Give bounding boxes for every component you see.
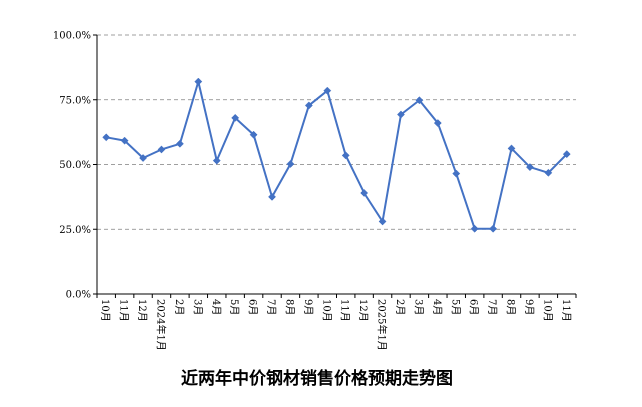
x-tick-label: 6月: [468, 299, 480, 315]
data-point: [415, 96, 424, 105]
x-tick-label: 10月: [541, 299, 553, 322]
x-tick-label: 7月: [486, 299, 498, 315]
data-point: [249, 130, 258, 139]
y-tick-label: 100.0%: [53, 31, 91, 42]
data-point: [378, 217, 387, 226]
data-point: [360, 189, 369, 197]
x-tick-label: 6月: [247, 299, 259, 315]
x-tick-label: 7月: [265, 299, 277, 315]
data-point: [470, 224, 479, 233]
data-point: [341, 151, 350, 160]
data-point: [562, 150, 571, 159]
data-point: [286, 160, 295, 168]
y-tick-label: 50.0%: [59, 160, 91, 171]
data-point: [304, 101, 313, 110]
y-tick-label: 75.0%: [59, 95, 91, 106]
x-tick-label: 11月: [560, 299, 572, 322]
y-tick-labels: 0.0% 25.0% 50.0% 75.0% 100.0%: [53, 31, 91, 301]
data-point: [139, 154, 148, 162]
data-point: [544, 168, 553, 177]
x-tick-label: 8月: [505, 299, 517, 315]
x-tick-label: 4月: [210, 299, 222, 315]
data-point: [102, 133, 111, 142]
series-line: [106, 80, 568, 230]
axis-layer: [93, 34, 577, 298]
data-point: [452, 169, 461, 178]
data-point: [120, 136, 129, 145]
chart-title: 近两年中价钢材销售价格预期走势图: [181, 368, 453, 389]
x-tick-label: 2月: [394, 299, 406, 315]
data-point: [194, 77, 203, 86]
x-tick-label: 12月: [136, 299, 148, 322]
data-point: [231, 113, 240, 122]
data-point: [175, 139, 184, 148]
x-tick-label: 3月: [191, 299, 203, 315]
x-tick-label: 5月: [449, 299, 461, 315]
data-point: [268, 192, 276, 201]
x-tick-label: 2月: [173, 299, 185, 315]
x-tick-label: 8月: [283, 299, 295, 315]
x-tick-label: 5月: [228, 299, 240, 315]
series-layer: [102, 77, 571, 233]
y-tick-label: 25.0%: [59, 225, 91, 236]
data-point: [397, 110, 405, 119]
data-point: [489, 224, 498, 233]
grid-layer: [97, 34, 576, 230]
x-tick-label: 12月: [357, 299, 369, 322]
x-tick-label: 4月: [431, 299, 443, 315]
x-tick-label: 9月: [302, 299, 314, 315]
data-point: [507, 144, 516, 153]
x-tick-label: 2025年1月: [376, 299, 389, 351]
data-point: [323, 86, 332, 95]
x-tick-label: 11月: [118, 299, 130, 322]
x-tick-label: 3月: [412, 299, 424, 315]
y-tick-label: 0.0%: [66, 290, 91, 301]
data-point: [157, 145, 166, 154]
x-tick-label: 10月: [99, 299, 111, 322]
x-tick-label: 10月: [320, 299, 332, 322]
x-tick-labels: 10月 11月 12月 2024年1月 2月 3月 4月 5月 6月 7月 8月 9月 10月 11月 12…: [99, 299, 572, 351]
x-tick-label: 9月: [523, 299, 535, 315]
data-point: [433, 119, 442, 128]
x-tick-label: 2024年1月: [154, 299, 167, 351]
x-tick-label: 11月: [339, 299, 351, 322]
data-point: [525, 163, 534, 172]
data-point: [212, 156, 221, 165]
